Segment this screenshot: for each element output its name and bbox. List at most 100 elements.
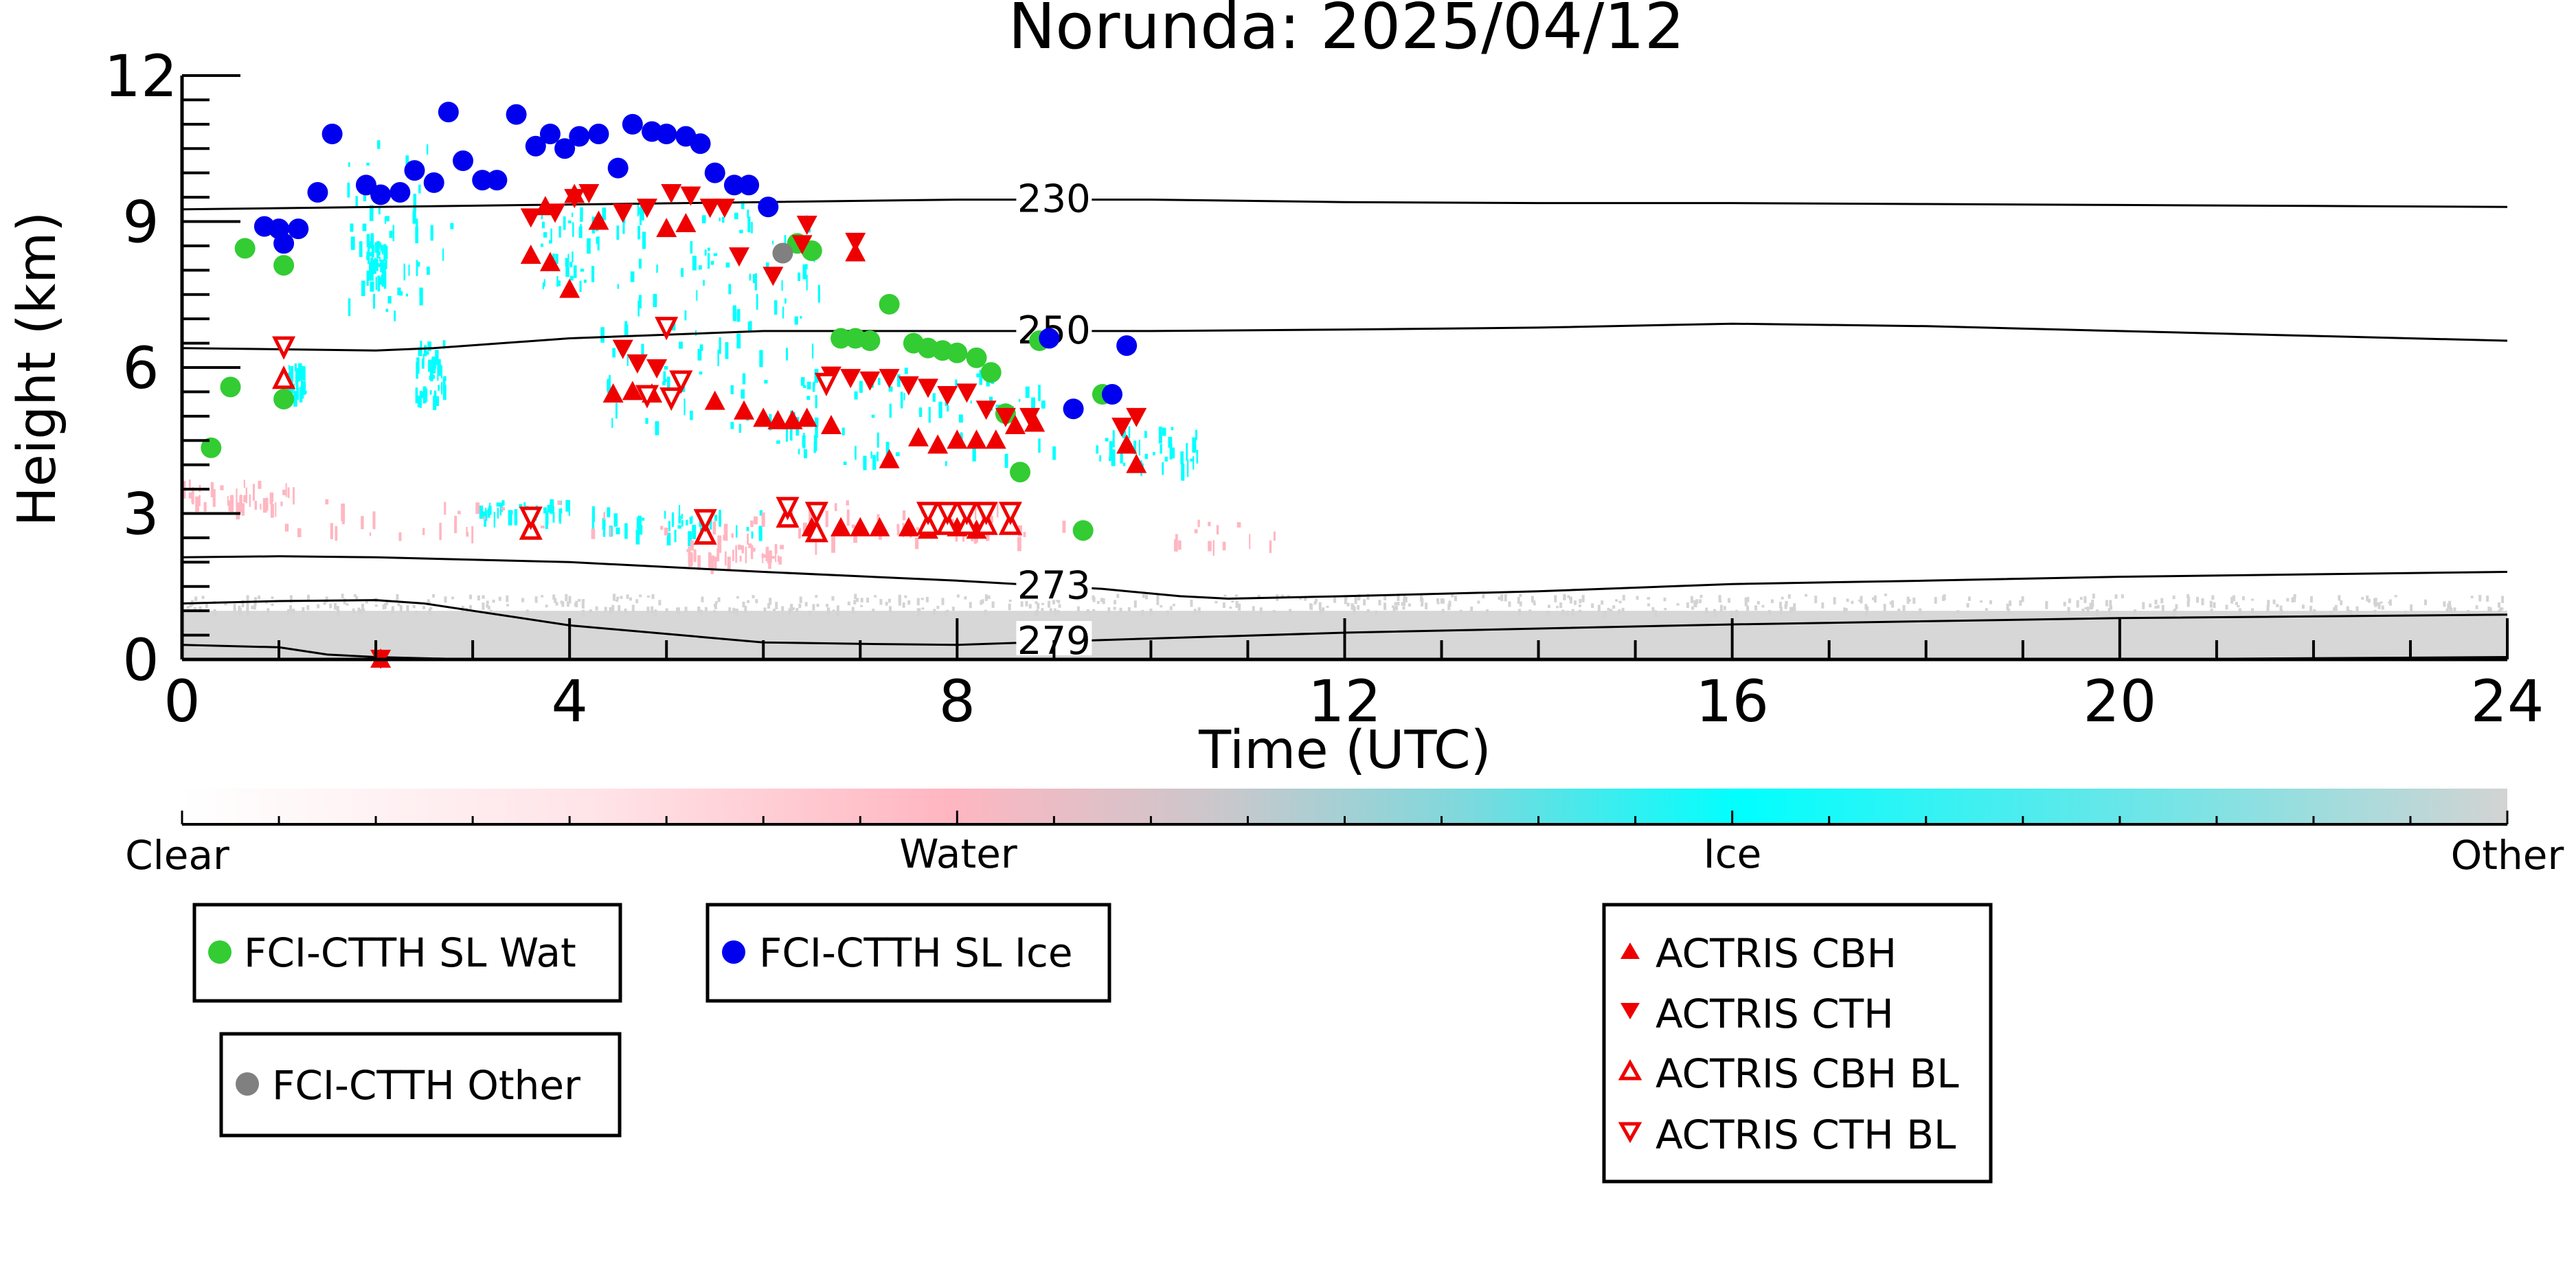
cloud-speck-other <box>1025 600 1028 607</box>
cloud-streak-water <box>228 500 231 512</box>
legend-label-actris-cbh-bl: ACTRIS CBH BL <box>1656 1050 1959 1097</box>
cloud-speck-other <box>289 595 293 603</box>
cloud-streak-ice <box>442 377 446 391</box>
cloud-streak-ice <box>854 391 858 400</box>
cloud-streak-ice <box>295 374 299 391</box>
legend-label-fci-other: FCI-CTTH Other <box>272 1062 580 1109</box>
cloud-streak-ice <box>359 241 363 258</box>
cloud-streak-water <box>557 500 562 506</box>
cloud-speck-other <box>1477 600 1480 604</box>
legend-label-fci-wat: FCI-CTTH SL Wat <box>244 929 576 976</box>
cloud-speck-other <box>1403 594 1406 600</box>
cloud-streak-ice <box>806 396 811 400</box>
cloud-speck-other <box>888 598 891 603</box>
cloud-streak-ice <box>373 293 376 309</box>
cloud-streak-ice <box>430 225 433 241</box>
cloud-speck-other <box>1791 607 1794 612</box>
cloud-speck-other <box>1160 605 1163 608</box>
cloud-streak-water <box>335 526 338 541</box>
cloud-streak-ice <box>684 310 687 321</box>
cloud-speck-other <box>2313 609 2316 616</box>
cloud-streak-ice <box>550 499 554 514</box>
cloud-speck-other <box>582 599 585 603</box>
cloud-streak-ice <box>302 366 306 381</box>
cloud-speck-other <box>2376 602 2380 607</box>
cloud-streak-ice <box>385 308 389 313</box>
cloud-streak-ice <box>616 225 620 240</box>
cloud-speck-other <box>1008 599 1012 602</box>
cloud-streak-ice <box>960 432 963 442</box>
cloud-streak-ice <box>638 295 642 308</box>
cloud-streak-water <box>275 501 277 517</box>
cloud-speck-other <box>1133 600 1137 608</box>
cloud-speck-other <box>385 600 389 606</box>
legend-label-actris-cbh: ACTRIS CBH <box>1656 930 1897 977</box>
cloud-speck-other <box>744 605 747 613</box>
cloud-speck-other <box>1563 594 1566 600</box>
cloud-streak-water <box>236 488 238 506</box>
cloud-streak-ice <box>374 242 379 253</box>
cloud-speck-other <box>2453 607 2456 613</box>
cloud-streak-ice <box>976 373 980 378</box>
cloud-streak-ice <box>640 204 644 221</box>
cloud-streak-ice <box>759 510 763 516</box>
cloud-speck-other <box>944 611 947 616</box>
cloud-speck-other <box>1676 603 1680 606</box>
cloud-speck-other <box>646 595 650 598</box>
cloud-speck-other <box>1113 607 1116 610</box>
cloud-streak-ice <box>863 455 867 471</box>
cloud-speck-other <box>991 601 995 609</box>
cloud-speck-other <box>2381 605 2384 610</box>
data-point <box>612 203 633 223</box>
cloud-speck-other <box>1919 608 1922 615</box>
cloud-streak-ice <box>739 229 743 234</box>
cloud-streak-ice <box>558 280 561 286</box>
cloud-streak-water <box>398 532 402 541</box>
cloud-speck-other <box>1744 599 1748 607</box>
cloud-streak-ice <box>394 310 396 321</box>
cloud-streak-ice <box>379 277 383 285</box>
cloud-streak-ice <box>736 525 738 538</box>
cloud-streak-ice <box>747 210 749 218</box>
cloud-speck-other <box>1197 607 1201 613</box>
colorbar-label-other: Other <box>2451 832 2564 879</box>
cloud-streak-ice <box>375 276 377 291</box>
cloud-streak-ice <box>377 263 381 267</box>
cloud-speck-other <box>397 603 400 607</box>
cloud-streak-ice <box>642 517 645 521</box>
cloud-streak-ice <box>674 530 677 543</box>
cloud-speck-other <box>2096 609 2099 616</box>
cloud-streak-ice <box>843 462 847 465</box>
cloud-speck-other <box>1571 609 1574 615</box>
cloud-speck-other <box>2489 607 2492 613</box>
cloud-streak-ice <box>355 196 358 207</box>
isotherm-line <box>181 322 2508 352</box>
cloud-streak-ice <box>435 396 440 407</box>
cloud-speck-other <box>487 605 490 610</box>
cloud-speck-other <box>1035 601 1038 605</box>
cloud-streak-water <box>203 501 207 512</box>
data-point <box>1116 434 1138 454</box>
cloud-speck-other <box>809 611 812 616</box>
cloud-streak-ice <box>803 432 805 449</box>
cloud-speck-other <box>1394 602 1397 606</box>
cloud-speck-other <box>2209 600 2213 608</box>
cloud-streak-ice <box>681 268 684 278</box>
cloud-speck-other <box>1401 602 1404 606</box>
cloud-speck-other <box>302 609 305 613</box>
cloud-streak-ice <box>764 380 768 384</box>
cloud-speck-other <box>2172 609 2176 617</box>
cloud-speck-other <box>406 605 409 612</box>
cloud-streak-ice <box>1128 426 1131 438</box>
cloud-streak-ice <box>637 300 640 317</box>
cloud-speck-other <box>1357 605 1360 610</box>
cloud-speck-other <box>193 607 196 611</box>
cloud-speck-other <box>589 609 592 613</box>
cloud-speck-other <box>2109 600 2112 608</box>
cloud-streak-ice <box>918 407 923 417</box>
cloud-streak-ice <box>424 345 427 357</box>
data-point <box>453 150 474 171</box>
cloud-speck-other <box>1048 600 1051 608</box>
cloud-streak-ice <box>493 512 496 528</box>
cloud-speck-other <box>1028 604 1032 609</box>
